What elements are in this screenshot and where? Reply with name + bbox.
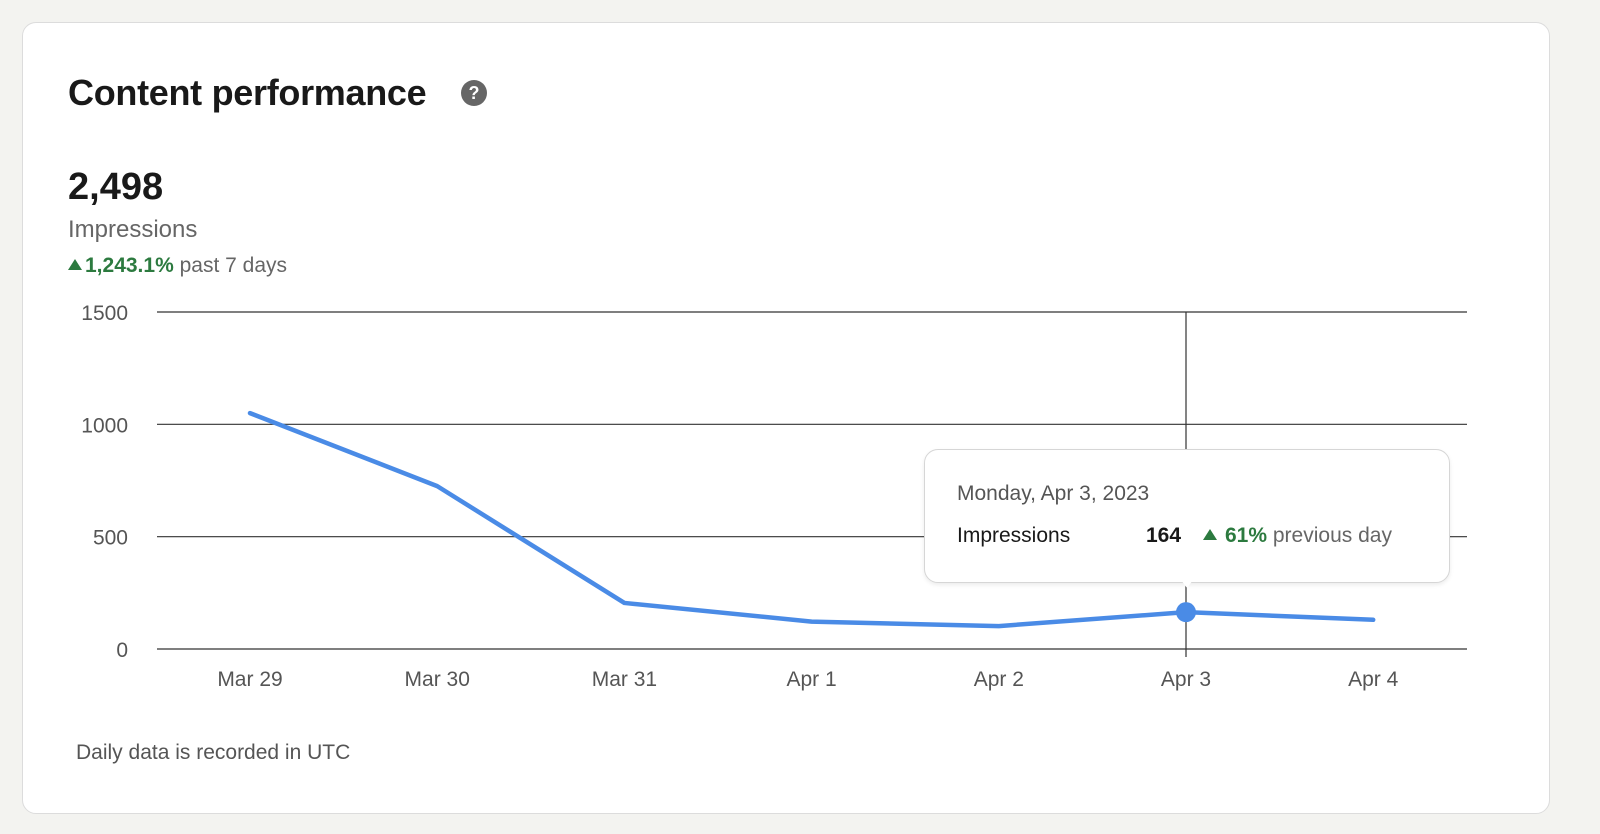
x-tick-label: Mar 31: [592, 668, 657, 691]
x-tick-label: Apr 4: [1348, 668, 1399, 691]
question-circle-icon[interactable]: ?: [461, 80, 487, 106]
x-tick-label: Apr 1: [786, 668, 836, 691]
tooltip-date: Monday, Apr 3, 2023: [957, 482, 1150, 505]
up-arrow-icon: [1203, 529, 1217, 540]
tooltip-change: 61% previous day: [1203, 524, 1392, 548]
x-tick-label: Apr 2: [974, 668, 1024, 691]
x-tick-label: Mar 29: [217, 668, 282, 691]
tooltip-row: Impressions 164 61% previous day: [957, 524, 1427, 548]
tooltip-value: 164: [1146, 524, 1182, 547]
tooltip-change-period: previous day: [1272, 524, 1392, 547]
change-period: past 7 days: [179, 254, 287, 277]
page-title: Content performance: [68, 72, 427, 113]
tooltip-change-percent: 61%: [1225, 524, 1268, 547]
highlighted-data-point: [1176, 602, 1196, 623]
y-tick-label: 1000: [81, 414, 128, 437]
y-tick-label: 0: [116, 639, 128, 662]
footnote: Daily data is recorded in UTC: [76, 741, 351, 764]
change-percent: 1,243.1%: [85, 254, 174, 277]
tooltip: Monday, Apr 3, 2023 Impressions 164 61% …: [924, 449, 1450, 583]
y-tick-label: 500: [93, 527, 128, 550]
content-performance-card: [22, 22, 1550, 814]
impressions-total: 2,498: [68, 166, 164, 208]
tooltip-pointer: [1178, 576, 1196, 588]
x-tick-label: Apr 3: [1161, 668, 1211, 691]
tooltip-label: Impressions: [957, 524, 1071, 547]
metric-label: Impressions: [68, 216, 198, 243]
up-arrow-icon: [68, 259, 82, 270]
y-tick-label: 1500: [81, 302, 128, 325]
x-tick-label: Mar 30: [405, 668, 470, 691]
change-summary: 1,243.1% past 7 days: [68, 254, 287, 278]
